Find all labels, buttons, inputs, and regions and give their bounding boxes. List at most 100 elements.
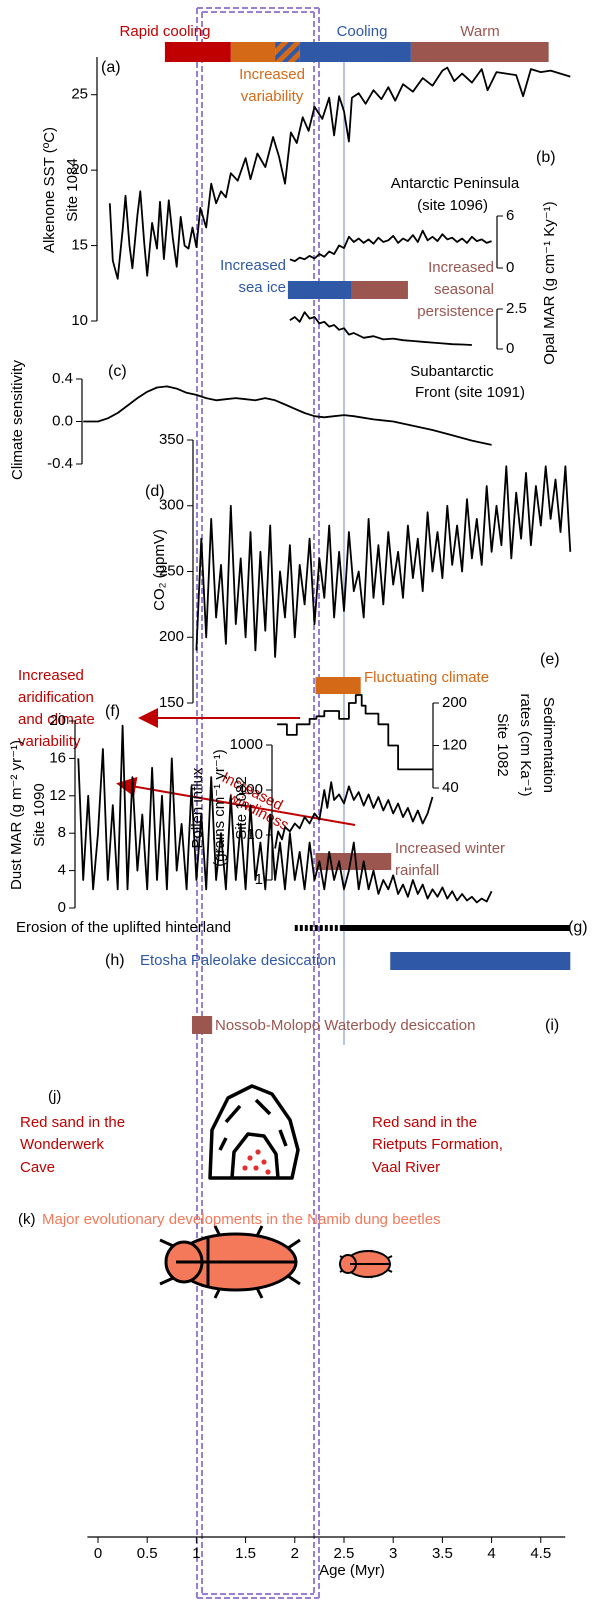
x-tick-label: 3 [389, 1545, 397, 1562]
annotation: Red sand in the [20, 1114, 125, 1131]
y-tick-label: 20 [71, 161, 88, 178]
annotation: Rietputs Formation, [372, 1136, 503, 1153]
y-tick-label: 2.5 [506, 300, 527, 317]
highlight-window [196, 7, 320, 1599]
panel-title: Subantarctic [410, 363, 494, 380]
span-bar [390, 952, 571, 970]
x-axis-title: Age (Myr) [319, 1562, 385, 1579]
span-label: Fluctuating climate [364, 669, 489, 686]
x-tick-label: 4.5 [530, 1545, 551, 1562]
span-bar [410, 42, 549, 62]
y-tick-label: 12 [49, 787, 66, 804]
y-tick-label: 100 [238, 781, 263, 798]
span-label: Etosha Paleolake desiccation [140, 952, 336, 969]
span-bar [299, 42, 411, 62]
arrow [116, 776, 356, 826]
panel-label: (j) [48, 1088, 61, 1105]
panel-label: (d) [145, 483, 165, 500]
y-tick-label: 8 [58, 824, 66, 841]
annotation: Vaal River [372, 1159, 440, 1176]
span-bar [164, 42, 231, 62]
panel-label: (c) [108, 363, 127, 380]
span-bar [191, 1016, 213, 1034]
panel-label: (f) [105, 703, 120, 720]
y-tick-label: 0.0 [52, 412, 73, 429]
data-line [195, 465, 572, 658]
data-line [277, 694, 433, 771]
y-axis-title: Site 1082 [233, 776, 250, 839]
x-tick-label: 2 [291, 1545, 299, 1562]
y-tick-label: -0.4 [47, 455, 73, 472]
annotation: Cave [20, 1159, 55, 1176]
span-label: Cooling [337, 23, 388, 40]
panel-label: (e) [540, 651, 560, 668]
span-label: sea ice [238, 279, 286, 296]
data-line [83, 385, 492, 446]
y-axis-title: Dust MAR (g m⁻² yr⁻¹) [8, 740, 25, 890]
beetle-icon [159, 1225, 393, 1299]
y-tick-label: 1000 [230, 736, 263, 753]
span-bar [315, 677, 361, 694]
panel-title: (site 1096) [417, 197, 488, 214]
x-tick-label: 1.5 [235, 1545, 256, 1562]
panel-label: (b) [536, 149, 556, 166]
x-tick-label: 2.5 [334, 1545, 355, 1562]
data-line [77, 724, 493, 904]
y-axis-title: Site 1084 [64, 158, 81, 221]
annotation: Major evolutionary developments in the N… [42, 1211, 441, 1228]
row-title: Erosion of the uplifted hinterland [16, 919, 231, 936]
y-tick-label: 10 [246, 826, 263, 843]
data-line [274, 781, 434, 849]
x-tick-label: 3.5 [432, 1545, 453, 1562]
y-axis-title: CO₂ (ppmV) [151, 529, 168, 611]
y-axis-title: Site 1090 [31, 783, 48, 846]
span-bar [230, 42, 276, 62]
y-tick-label: 10 [71, 312, 88, 329]
span-bar [287, 281, 352, 299]
span-label: persistence [417, 303, 494, 320]
y-tick-label: 0 [506, 340, 514, 357]
y-tick-label: 25 [71, 86, 88, 103]
y-tick-label: 0.4 [52, 370, 73, 387]
y-tick-label: 120 [442, 736, 467, 753]
y-tick-label: 250 [159, 562, 184, 579]
y-tick-label: 0 [58, 899, 66, 916]
annotation: Increased [18, 667, 84, 684]
annotation: aridification [18, 689, 94, 706]
y-axis-title: rates (cm Ka⁻¹) [517, 694, 534, 797]
y-tick-label: 20 [49, 712, 66, 729]
y-axis-title: Opal MAR (g cm⁻¹ Ky⁻¹) [541, 201, 558, 364]
y-tick-label: 6 [506, 207, 514, 224]
panel-label: (h) [105, 952, 125, 969]
panel-label: (k) [18, 1211, 36, 1228]
span-label: Increased [428, 259, 494, 276]
y-tick-label: 15 [71, 237, 88, 254]
span-label: variability [241, 88, 304, 105]
span-label: Nossob-Molopo Waterbody desiccation [215, 1017, 475, 1034]
cave-icon [208, 1084, 300, 1180]
y-tick-label: 200 [159, 628, 184, 645]
y-tick-label: 0 [506, 259, 514, 276]
x-tick-label: 4 [487, 1545, 495, 1562]
x-tick-label: 0.5 [137, 1545, 158, 1562]
panel-label: (i) [545, 1017, 559, 1034]
y-tick-label: 1 [255, 871, 263, 888]
y-axis-title: Site 1082 [494, 713, 511, 776]
y-tick-label: 16 [49, 749, 66, 766]
data-line [289, 229, 492, 262]
annotation: variability [18, 733, 81, 750]
y-tick-label: 150 [159, 694, 184, 711]
y-axis-title: Sedimentation [540, 697, 557, 793]
y-tick-label: 200 [442, 694, 467, 711]
annotation: Wonderwerk [20, 1136, 104, 1153]
data-line [108, 66, 571, 280]
y-axis-title: Alkenone SST (ºC) [41, 127, 58, 253]
data-line [289, 311, 472, 346]
span-bar [315, 853, 392, 870]
x-tick-label: 1 [192, 1545, 200, 1562]
x-tick-label: 0 [94, 1545, 102, 1562]
span-label: Rapid cooling [120, 23, 211, 40]
panel-title: Antarctic Peninsula [391, 175, 520, 192]
panel-label: (g) [568, 919, 588, 936]
